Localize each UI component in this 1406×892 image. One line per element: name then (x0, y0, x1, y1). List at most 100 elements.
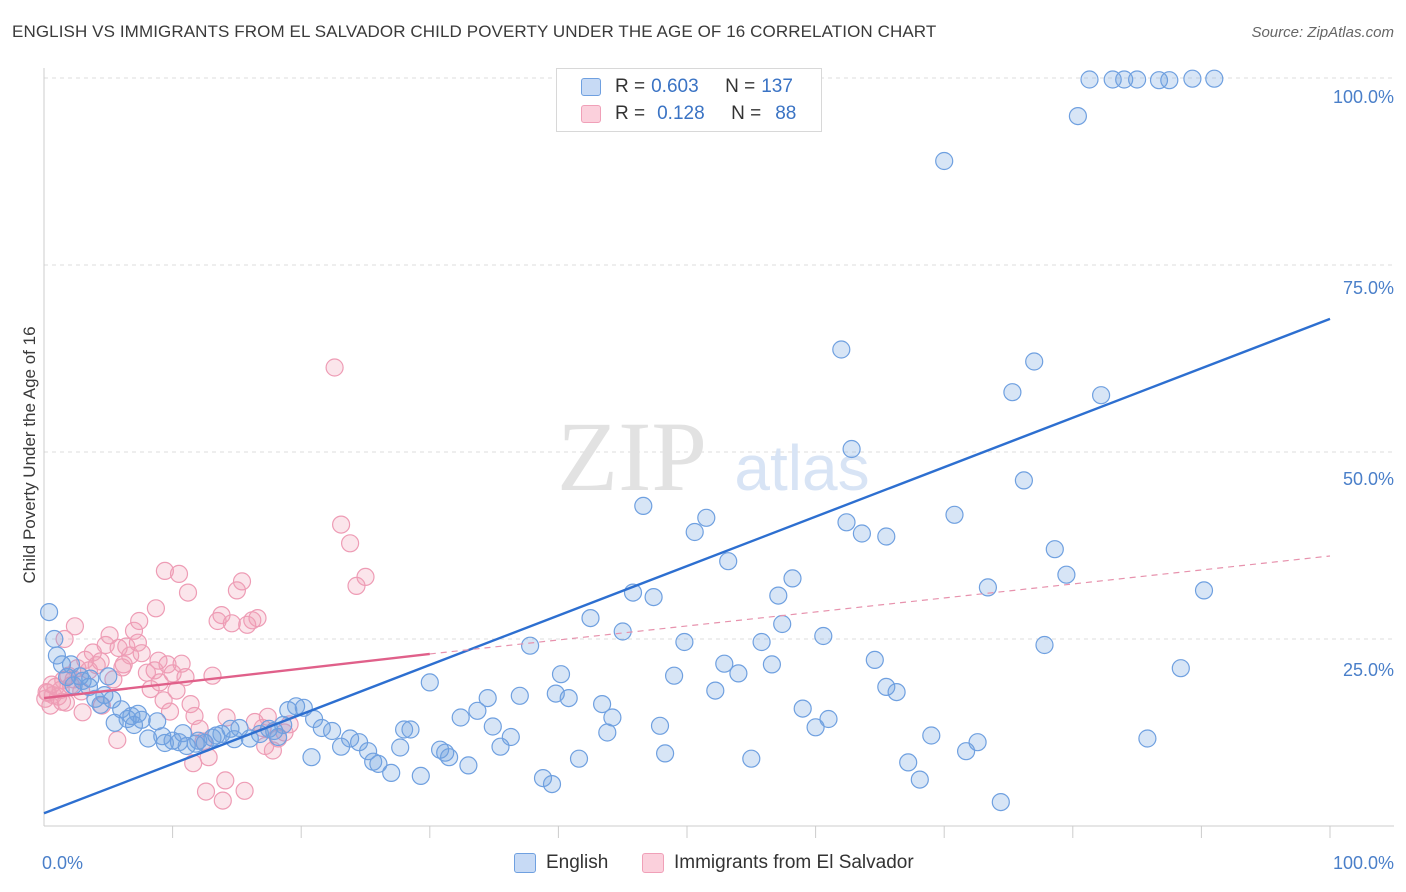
el-salvador-point (325, 358, 344, 377)
english-point (581, 608, 600, 628)
english-point (1057, 565, 1076, 584)
bottom-legend-english: English (514, 852, 608, 874)
english-point (1045, 540, 1064, 559)
bottom-legend-swatch-english (514, 853, 536, 873)
el-salvador-point (92, 696, 112, 715)
legend-r-label: R = (615, 76, 646, 97)
el-salvador-point (114, 655, 133, 674)
legend-r-label: R = (615, 103, 646, 124)
english-point (729, 664, 748, 683)
regression-lines (43, 317, 1331, 815)
english-point (391, 738, 410, 757)
el-salvador-point (216, 771, 235, 790)
english-point (968, 733, 987, 752)
english-point (533, 768, 553, 788)
legend-r-value: 0.603 (651, 76, 699, 97)
english-point (153, 727, 172, 746)
el-salvador-point (196, 782, 216, 801)
el-salvador-regression-line (43, 652, 430, 700)
watermark-zip: ZIP (557, 401, 707, 512)
el-salvador-point (217, 708, 236, 727)
english-point (899, 753, 918, 772)
english-point (478, 688, 497, 708)
el-salvador-point (356, 567, 375, 587)
el-salvador-point (181, 694, 200, 714)
english-point (1014, 471, 1034, 490)
legend-n-label: N = (731, 103, 762, 124)
el-salvador-point (160, 702, 180, 721)
english-point (1025, 352, 1044, 371)
el-salvador-point (213, 791, 232, 810)
english-point (793, 699, 812, 718)
el-salvador-point (73, 703, 92, 722)
english-point (1160, 71, 1179, 90)
legend-swatch-english (581, 78, 601, 96)
english-point (459, 756, 478, 775)
el-salvador-point (227, 581, 246, 600)
el-salvador-point (155, 561, 174, 581)
english-point (922, 726, 941, 745)
y-tick-50: 50.0% (1342, 469, 1394, 489)
english-point (650, 716, 670, 735)
el-salvador-point (55, 629, 74, 649)
english-point (783, 569, 802, 588)
chart-source: Source: ZipAtlas.com (1251, 24, 1394, 41)
english-point (715, 654, 734, 673)
english-point (1183, 69, 1202, 88)
english-point (762, 655, 782, 674)
el-salvador-point (178, 583, 198, 602)
english-point (468, 701, 487, 720)
english-point (569, 749, 589, 768)
english-point (186, 734, 205, 753)
english-point (852, 524, 872, 543)
english-point (887, 682, 906, 702)
english-point (598, 723, 617, 742)
english-point (752, 632, 771, 652)
el-salvador-point (222, 614, 241, 633)
english-point (189, 731, 208, 750)
english-point (359, 742, 378, 761)
el-salvador-point (117, 637, 136, 656)
english-point (706, 681, 725, 700)
el-salvador-point (132, 644, 151, 663)
english-point (1171, 659, 1190, 678)
x-tick-max: 100.0% (1332, 853, 1394, 873)
english-point (436, 743, 455, 762)
english-point (382, 763, 401, 783)
english-regression-line (43, 317, 1331, 815)
el-salvador-point (172, 654, 191, 673)
english-point (655, 744, 675, 763)
english-point (877, 527, 896, 546)
legend-n-value: 137 (761, 76, 793, 97)
el-salvador-point (146, 599, 165, 618)
english-point (45, 629, 64, 649)
el-salvador-point (150, 673, 169, 692)
english-point (1035, 635, 1054, 655)
legend-row-english: R = 0.603 N = 137 (581, 75, 793, 99)
el-salvador-point (199, 748, 218, 767)
el-salvador-point (235, 781, 254, 800)
el-salvador-point (256, 736, 275, 756)
english-point (173, 724, 192, 743)
english-point (1138, 729, 1157, 748)
english-point (1115, 70, 1134, 89)
el-salvador-point (232, 572, 252, 591)
english-point (685, 522, 704, 542)
english-point (806, 718, 825, 737)
el-salvador-point (124, 621, 144, 640)
english-point (945, 505, 964, 524)
watermark: ZIP atlas (557, 401, 870, 512)
english-point (302, 748, 321, 767)
english-point (163, 731, 182, 750)
el-salvador-point (332, 515, 351, 534)
english-point (546, 684, 565, 703)
english-point (551, 665, 571, 684)
el-salvador-point (100, 626, 119, 645)
el-salvador-point (130, 611, 149, 631)
english-point (395, 720, 414, 739)
y-tick-75: 75.0% (1342, 278, 1394, 298)
english-point (935, 151, 954, 171)
english-point (364, 752, 383, 771)
el-salvador-point (154, 691, 173, 710)
